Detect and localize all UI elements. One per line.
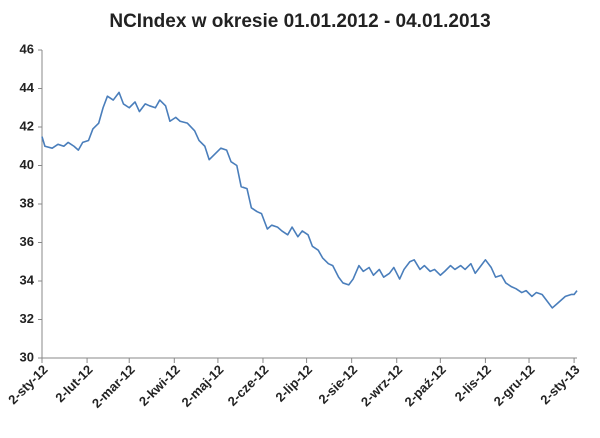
x-tick-label: 2-maj-12: [179, 362, 227, 410]
y-tick-label: 38: [20, 195, 34, 210]
y-tick-label: 32: [20, 311, 34, 326]
data-line: [41, 91, 578, 309]
y-tick-label: 36: [20, 234, 34, 249]
x-tick-label: 2-sty-13: [537, 362, 582, 407]
x-tick-label: 2-mar-12: [89, 362, 138, 411]
x-tick-label: 2-paź-12: [401, 362, 448, 409]
y-tick-label: 46: [20, 41, 34, 56]
y-tick-label: 34: [20, 272, 35, 287]
x-tick-label: 2-cze-12: [225, 362, 272, 409]
x-tick-label: 2-gru-12: [491, 362, 538, 409]
x-tick-label: 2-kwi-12: [136, 362, 183, 409]
x-tick-label: 2-lis-12: [452, 362, 494, 404]
x-tick-label: 2-sty-12: [5, 362, 50, 407]
y-tick-label: 42: [20, 118, 34, 133]
y-tick-label: 44: [20, 80, 35, 95]
x-tick-label: 2-lip-12: [272, 362, 315, 405]
chart-title: NCIndex w okresie 01.01.2012 - 04.01.201…: [109, 11, 490, 32]
y-tick-label: 40: [20, 157, 34, 172]
x-tick-label: 2-sie-12: [315, 362, 360, 407]
y-tick-label: 30: [20, 349, 34, 364]
x-tick-label: 2-wrz-12: [358, 362, 405, 409]
